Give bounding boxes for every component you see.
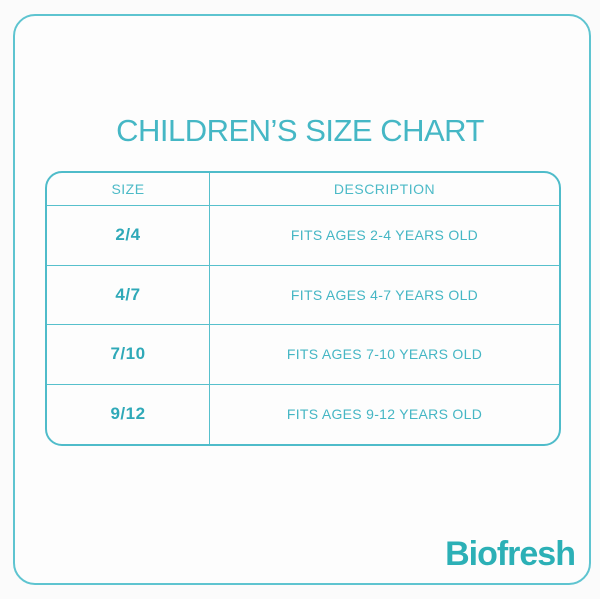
- table-row-2-size-cell: 4/7: [47, 265, 210, 325]
- description-value: FITS AGES 9-12 YEARS OLD: [286, 406, 483, 423]
- size-value: 7/10: [110, 344, 146, 364]
- table-row-1-description-cell: FITS AGES 2-4 YEARS OLD: [210, 206, 559, 266]
- table-row-1-size-cell: 2/4: [47, 206, 210, 266]
- page-title: CHILDREN’S SIZE CHART: [116, 113, 484, 148]
- description-column-header: DESCRIPTION: [333, 181, 436, 197]
- size-value: 9/12: [110, 404, 146, 424]
- table-row-2-description-cell: FITS AGES 4-7 YEARS OLD: [210, 266, 559, 325]
- biofresh-logo: Biofresh: [445, 535, 576, 573]
- table-row-3-size-cell: 7/10: [47, 325, 210, 385]
- table-row-4-size-cell: 9/12: [47, 384, 210, 444]
- size-value: 2/4: [115, 225, 141, 245]
- description-value: FITS AGES 4-7 YEARS OLD: [290, 286, 479, 303]
- size-value: 4/7: [115, 284, 141, 304]
- table-row-4-description-cell: FITS AGES 9-12 YEARS OLD: [210, 385, 559, 445]
- description-value: FITS AGES 7-10 YEARS OLD: [286, 346, 483, 363]
- size-column-header: SIZE: [111, 181, 145, 197]
- description-column-header-cell: DESCRIPTION: [210, 173, 559, 206]
- size-column-header-cell: SIZE: [47, 173, 210, 206]
- size-table: SIZE DESCRIPTION 2/4 FITS AGES 2-4 YEARS…: [45, 171, 561, 446]
- table-row-3-description-cell: FITS AGES 7-10 YEARS OLD: [210, 325, 559, 385]
- description-value: FITS AGES 2-4 YEARS OLD: [290, 227, 479, 244]
